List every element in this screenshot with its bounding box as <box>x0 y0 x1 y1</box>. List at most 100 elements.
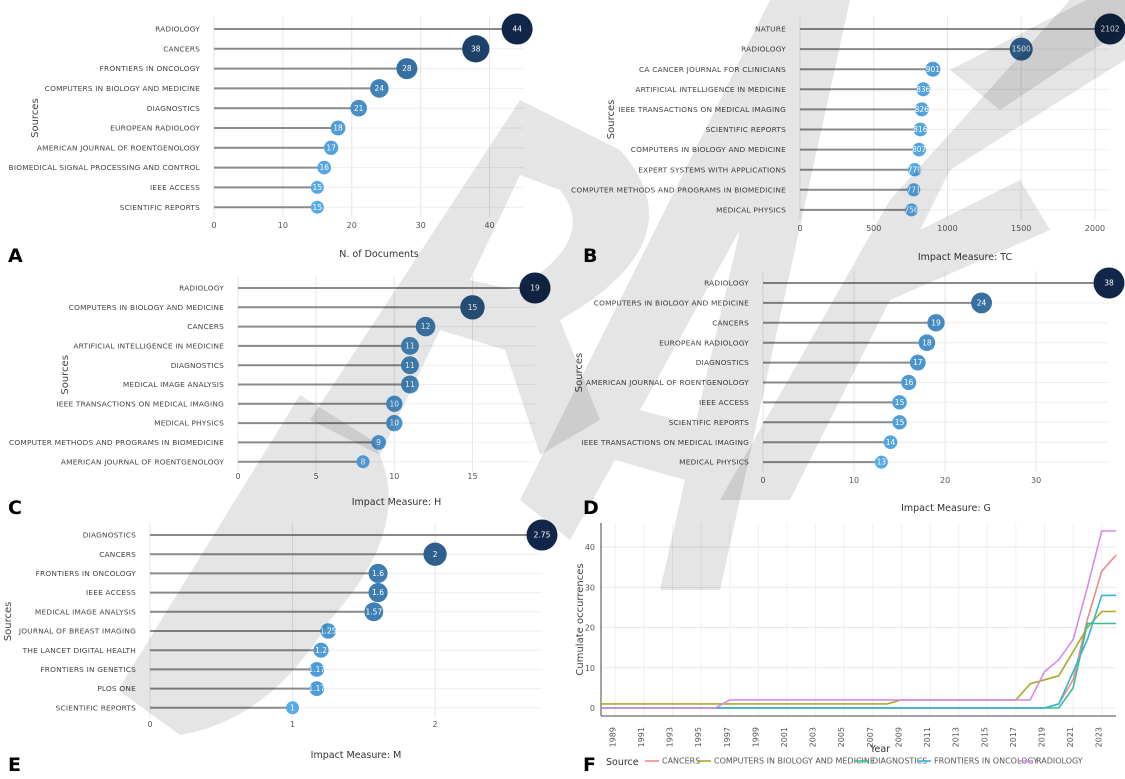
x-tick-label: 0 <box>760 476 765 485</box>
x-axis-title: Impact Measure: G <box>901 503 991 514</box>
data-label: 1.6 <box>372 588 384 597</box>
category-label: MEDICAL PHYSICS <box>716 206 786 215</box>
category-label: FRONTIERS IN ONCOLOGY <box>100 64 201 73</box>
category-label: CANCERS <box>163 44 200 53</box>
x-tick-label: 2001 <box>780 727 789 747</box>
category-label: FRONTIERS IN ONCOLOGY <box>36 569 137 578</box>
category-label: CANCERS <box>99 550 136 559</box>
data-label: 28 <box>402 64 412 73</box>
data-label: 15 <box>895 398 905 407</box>
category-label: MEDICAL PHYSICS <box>679 458 749 467</box>
category-label: ARTIFICIAL INTELLIGENCE IN MEDICINE <box>635 85 786 94</box>
panel-letter: C <box>8 497 22 519</box>
x-tick-label: 2009 <box>894 727 903 747</box>
y-tick-label: 20 <box>585 624 595 633</box>
x-tick-label: 10 <box>278 221 288 230</box>
x-tick-label: 2 <box>433 720 438 729</box>
data-label: 816 <box>913 125 928 134</box>
category-label: EUROPEAN RADIOLOGY <box>110 124 200 133</box>
data-label: 1 <box>290 703 295 712</box>
category-label: IEEE TRANSACTIONS ON MEDICAL IMAGING <box>618 105 786 114</box>
category-label: THE LANCET DIGITAL HEALTH <box>22 646 136 655</box>
data-label: 38 <box>1104 279 1114 288</box>
category-label: BIOMEDICAL SIGNAL PROCESSING AND CONTROL <box>9 163 201 172</box>
x-tick-label: 1991 <box>637 727 646 747</box>
category-label: CA CANCER JOURNAL FOR CLINICIANS <box>639 65 786 74</box>
category-label: RADIOLOGY <box>155 25 200 34</box>
x-axis-title: Impact Measure: H <box>352 497 442 508</box>
category-label: IEEE ACCESS <box>86 588 136 597</box>
y-axis-title: Cumulate occurrences <box>575 563 586 675</box>
data-label: 778 <box>908 165 923 174</box>
x-tick-label: 2021 <box>1066 727 1075 747</box>
x-tick-label: 5 <box>314 472 319 481</box>
data-label: 16 <box>319 163 329 172</box>
legend-title: Source <box>606 757 639 768</box>
x-tick-label: 40 <box>484 221 494 230</box>
panel-letter: F <box>583 754 596 774</box>
category-label: COMPUTER METHODS AND PROGRAMS IN BIOMEDI… <box>571 185 786 194</box>
data-label: 2.75 <box>534 531 551 540</box>
x-tick-label: 2005 <box>837 727 846 747</box>
data-label: 807 <box>912 145 927 154</box>
data-label: 10 <box>390 399 400 408</box>
category-label: MEDICAL PHYSICS <box>154 419 224 428</box>
data-label: 1.17 <box>308 665 325 674</box>
category-label: RADIOLOGY <box>179 284 224 293</box>
x-tick-label: 2003 <box>809 727 818 747</box>
data-label: 1500 <box>1012 45 1031 54</box>
x-tick-label: 0 <box>797 224 802 233</box>
data-label: 21 <box>354 104 364 113</box>
data-label: 12 <box>421 322 431 331</box>
data-label: 44 <box>512 25 522 34</box>
category-label: RADIOLOGY <box>741 45 786 54</box>
plot-background <box>601 523 1116 716</box>
data-label: 836 <box>916 85 931 94</box>
data-label: 10 <box>390 419 400 428</box>
x-tick-label: 0 <box>147 720 152 729</box>
y-tick-label: 0 <box>590 704 595 713</box>
x-tick-label: 1993 <box>666 727 675 747</box>
x-tick-label: 1999 <box>751 727 760 747</box>
category-label: AMERICAN JOURNAL OF ROENTGENOLOGY <box>37 143 200 152</box>
x-tick-label: 2017 <box>1009 727 1018 747</box>
x-tick-label: 30 <box>416 221 426 230</box>
x-axis-title: N. of Documents <box>339 249 419 260</box>
panel-letter: E <box>8 754 21 774</box>
category-label: COMPUTERS IN BIOLOGY AND MEDICINE <box>69 303 224 312</box>
data-label: 24 <box>977 299 987 308</box>
x-tick-label: 0 <box>235 472 240 481</box>
data-label: 13 <box>877 458 887 467</box>
x-axis-title: Impact Measure: M <box>311 750 402 761</box>
data-label: 826 <box>915 105 930 114</box>
data-label: 11 <box>405 342 415 351</box>
category-label: NATURE <box>755 25 786 34</box>
data-label: 1.25 <box>320 627 337 636</box>
category-label: AMERICAN JOURNAL OF ROENTGENOLOGY <box>61 457 224 466</box>
category-label: AMERICAN JOURNAL OF ROENTGENOLOGY <box>586 378 749 387</box>
y-tick-label: 10 <box>585 664 595 673</box>
category-label: COMPUTERS IN BIOLOGY AND MEDICINE <box>594 299 749 308</box>
data-label: 18 <box>922 338 932 347</box>
data-label: 18 <box>333 124 343 133</box>
data-label: 17 <box>326 143 336 152</box>
panel-letter: B <box>583 245 597 267</box>
x-tick-label: 20 <box>347 221 357 230</box>
category-label: JOURNAL OF BREAST IMAGING <box>18 627 136 636</box>
category-label: DIAGNOSTICS <box>171 361 224 370</box>
x-tick-label: 2019 <box>1037 727 1046 747</box>
legend-label: RADIOLOGY <box>1036 757 1083 766</box>
category-label: ARTIFICIAL INTELLIGENCE IN MEDICINE <box>73 342 224 351</box>
category-label: IEEE TRANSACTIONS ON MEDICAL IMAGING <box>56 399 224 408</box>
data-label: 11 <box>405 361 415 370</box>
category-label: COMPUTERS IN BIOLOGY AND MEDICINE <box>45 84 200 93</box>
data-label: 24 <box>375 84 385 93</box>
category-label: COMPUTER METHODS AND PROGRAMS IN BIOMEDI… <box>9 438 224 447</box>
x-tick-label: 10 <box>389 472 399 481</box>
y-axis-title: Sources <box>30 98 41 138</box>
data-label: 15 <box>468 303 478 312</box>
